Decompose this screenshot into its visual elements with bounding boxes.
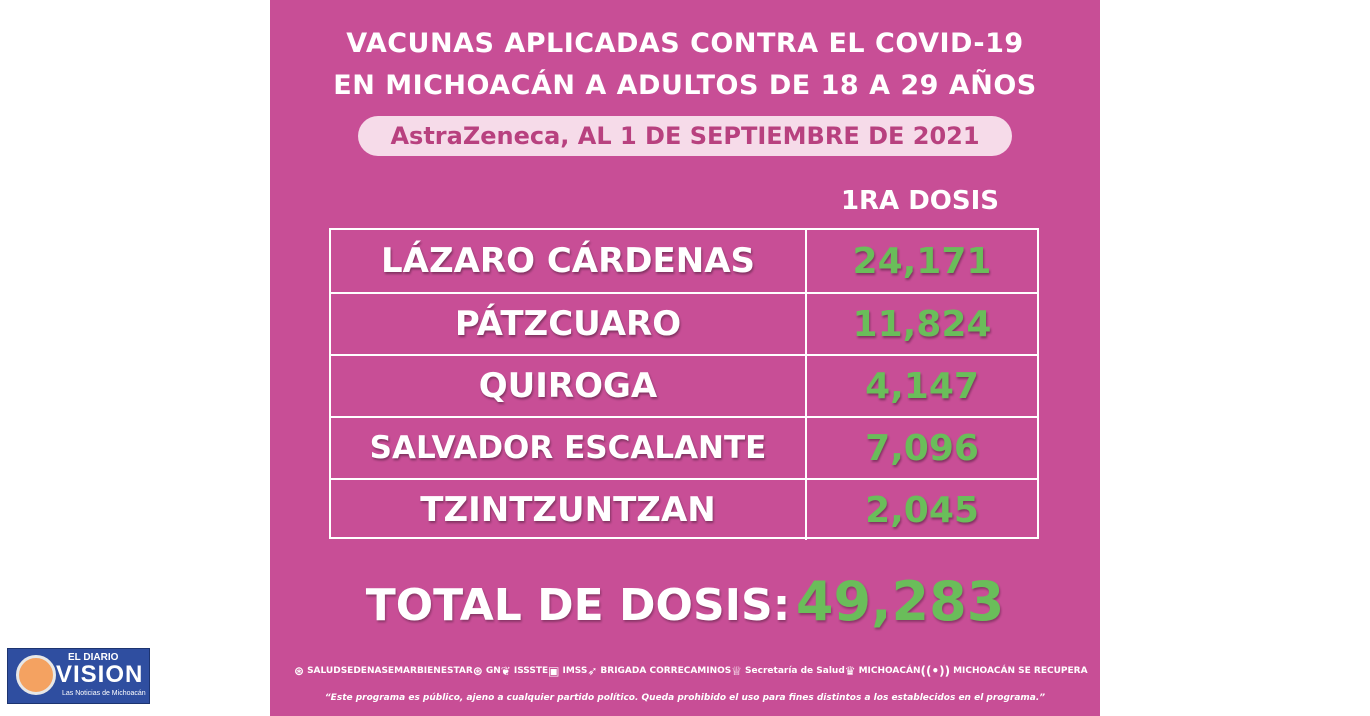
divider xyxy=(805,294,807,354)
disclaimer: “Este programa es público, ajeno a cualq… xyxy=(324,693,1046,703)
municipality-name: QUIROGA xyxy=(478,366,658,406)
sponsor-logos: ⊛ SALUD SEDENA SEMAR BIENESTAR ⊛ GN ❦ ISSST… xyxy=(294,656,1088,686)
divider xyxy=(805,356,807,416)
dose-value: 11,824 xyxy=(852,303,992,345)
municipality-name: PÁTZCUARO xyxy=(454,304,682,344)
dose-value: 7,096 xyxy=(865,427,979,469)
logo-correcaminos: ➶ BRIGADA CORRECAMINOS xyxy=(587,664,732,678)
brand-name: VISION xyxy=(56,661,144,688)
logo-gn: ⊛ GN xyxy=(472,664,501,678)
dose-value: 2,045 xyxy=(865,489,979,531)
dose-value: 24,171 xyxy=(852,240,992,282)
table-row: TZINTZUNTZAN 2,045 xyxy=(331,478,1037,540)
total-value: 49,283 xyxy=(795,570,1005,633)
seal-icon: ⊛ xyxy=(294,664,305,678)
logo-michoacan-se-recupera: ((•)) MICHOACÁN SE RECUPERA xyxy=(920,664,1088,678)
logo-secretaria-salud: ♕ Secretaría de Salud xyxy=(731,664,845,678)
logo-bienestar: BIENESTAR xyxy=(416,666,473,676)
emblem-icon: ▣ xyxy=(548,664,560,678)
title-line-1: VACUNAS APLICADAS CONTRA EL COVID-19 xyxy=(346,28,1024,59)
logo-michoacan: ♛ MICHOACÁN xyxy=(844,664,921,678)
municipality-name: LÁZARO CÁRDENAS xyxy=(380,241,756,281)
title-line-2: EN MICHOACÁN A ADULTOS DE 18 A 29 AÑOS xyxy=(333,70,1037,101)
divider xyxy=(805,230,807,292)
total-doses: TOTAL DE DOSIS: 49,283 xyxy=(270,570,1100,633)
bird-icon: ➶ xyxy=(587,664,598,678)
municipality-name: SALVADOR ESCALANTE xyxy=(369,430,767,466)
logo-salud: ⊛ SALUD xyxy=(294,664,341,678)
logo-sedena: SEDENA xyxy=(340,666,382,676)
signal-icon: ((•)) xyxy=(920,664,951,678)
column-header: 1RA DOSIS xyxy=(840,186,1000,216)
table-row: QUIROGA 4,147 xyxy=(331,354,1037,416)
brand-logo: EL DIARIO VISION Las Noticias de Michoac… xyxy=(7,648,150,704)
municipality-name: TZINTZUNTZAN xyxy=(420,490,716,530)
dose-value: 4,147 xyxy=(865,365,979,407)
brand-tagline: Las Noticias de Michoacán xyxy=(62,690,146,697)
table-row: SALVADOR ESCALANTE 7,096 xyxy=(331,416,1037,478)
divider xyxy=(805,480,807,540)
emblem-icon: ❦ xyxy=(500,664,511,678)
logo-imss: ▣ IMSS xyxy=(548,664,588,678)
seal-icon: ⊛ xyxy=(472,664,483,678)
poster: VACUNAS APLICADAS CONTRA EL COVID-19 EN … xyxy=(270,0,1100,716)
dose-table: LÁZARO CÁRDENAS 24,171 PÁTZCUARO 11,824 … xyxy=(329,228,1039,540)
subtitle-pill: AstraZeneca, AL 1 DE SEPTIEMBRE DE 2021 xyxy=(358,116,1012,156)
logo-semar: SEMAR xyxy=(381,666,417,676)
logo-issste: ❦ ISSSTE xyxy=(500,664,549,678)
table-row: PÁTZCUARO 11,824 xyxy=(331,292,1037,354)
crown-icon: ♛ xyxy=(844,664,856,678)
total-label: TOTAL DE DOSIS: xyxy=(365,580,791,631)
brand-top-text: EL DIARIO xyxy=(68,652,119,663)
table-row: LÁZARO CÁRDENAS 24,171 xyxy=(331,230,1037,292)
brand-circle-icon xyxy=(16,655,56,695)
emblem-icon: ♕ xyxy=(731,664,743,678)
divider xyxy=(805,418,807,478)
